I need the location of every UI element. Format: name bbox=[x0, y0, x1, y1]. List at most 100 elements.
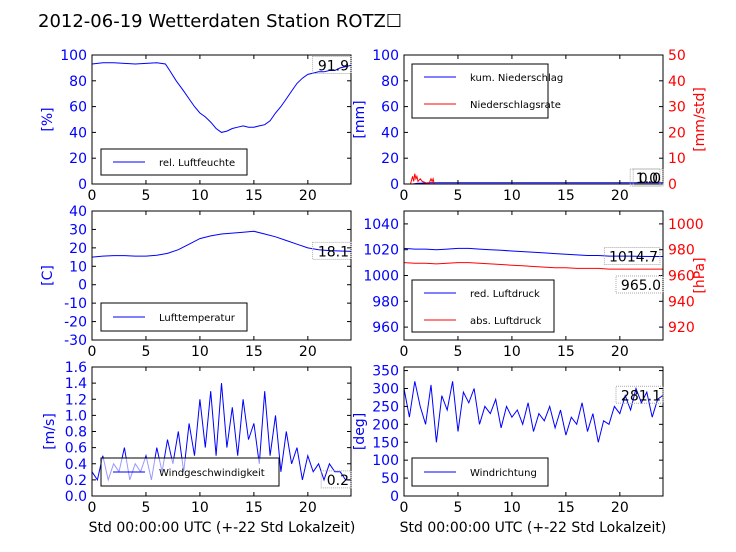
y-tick-label: 20 bbox=[69, 241, 87, 257]
y-axis-label: [C] bbox=[40, 265, 56, 286]
x-tick-label: 10 bbox=[503, 500, 521, 516]
last-value-label: 91.9 bbox=[318, 58, 349, 74]
last-value-label-box bbox=[629, 168, 661, 187]
x-tick-label: 15 bbox=[557, 344, 575, 360]
y-tick-label-right: 30 bbox=[668, 100, 686, 116]
x-tick-label: 20 bbox=[611, 500, 629, 516]
x-axis-label-left: Std 00:00:00 UTC (+-22 Std Lokalzeit) bbox=[89, 520, 356, 536]
y-tick-label: 100 bbox=[372, 453, 399, 469]
y-tick-label-right: 0 bbox=[668, 177, 677, 193]
y-tick-label: 300 bbox=[372, 382, 399, 398]
y-tick-label-right: 20 bbox=[668, 125, 686, 141]
legend-label: kum. Niederschlag bbox=[470, 73, 563, 84]
last-value-label: 1014.7 bbox=[609, 250, 658, 266]
y-tick-label: 100 bbox=[372, 48, 399, 64]
y-axis-label: [%] bbox=[40, 107, 56, 131]
last-value-label-box bbox=[320, 470, 352, 489]
y-tick-label: 20 bbox=[381, 151, 399, 167]
y-tick-label: -20 bbox=[64, 315, 87, 331]
last-value-label-right: 0.0 bbox=[639, 171, 661, 187]
y-tick-label: 1.4 bbox=[65, 376, 87, 392]
last-value-label: 18.1 bbox=[318, 244, 349, 260]
axes-frame bbox=[91, 54, 352, 185]
y-tick-label: 0.2 bbox=[65, 473, 87, 489]
y-tick-label: 200 bbox=[372, 417, 399, 433]
x-tick-label: 15 bbox=[557, 188, 575, 204]
x-tick-label: 0 bbox=[88, 188, 97, 204]
y-tick-label-right: 10 bbox=[668, 151, 686, 167]
last-value-label-box bbox=[603, 247, 661, 266]
y-tick-label: 0 bbox=[390, 489, 399, 505]
series-line-1 bbox=[404, 381, 663, 443]
last-value-label: 281.1 bbox=[621, 388, 661, 404]
y-tick-label: 150 bbox=[372, 435, 399, 451]
y-tick-label: 0.0 bbox=[65, 489, 87, 505]
x-tick-label: 10 bbox=[191, 344, 209, 360]
x-tick-label: 20 bbox=[611, 344, 629, 360]
y-tick-label-right: 1000 bbox=[668, 217, 704, 233]
y-tick-label: 1000 bbox=[363, 269, 399, 285]
y-tick-label: 1.2 bbox=[65, 392, 87, 408]
y-tick-label: 1020 bbox=[363, 243, 399, 259]
x-tick-label: 20 bbox=[299, 500, 317, 516]
y-tick-label: 60 bbox=[69, 100, 87, 116]
x-tick-label: 10 bbox=[503, 344, 521, 360]
series-line-1 bbox=[92, 230, 351, 258]
y-tick-label: 10 bbox=[69, 259, 87, 275]
y-tick-label: 80 bbox=[381, 74, 399, 90]
y-tick-label-right: 960 bbox=[668, 269, 695, 285]
figure-title: 2012-06-19 Wetterdaten Station ROTZ☐ bbox=[38, 11, 402, 32]
x-tick-label: 10 bbox=[191, 500, 209, 516]
y-tick-label: 1040 bbox=[363, 217, 399, 233]
x-tick-label: 0 bbox=[88, 500, 97, 516]
legend-box bbox=[411, 63, 549, 119]
x-tick-label: 5 bbox=[141, 500, 150, 516]
y-tick-label: -10 bbox=[64, 296, 87, 312]
x-tick-label: 10 bbox=[191, 188, 209, 204]
axes-frame bbox=[403, 366, 664, 497]
x-tick-label: 5 bbox=[453, 500, 462, 516]
axes-frame bbox=[403, 54, 664, 185]
last-value-label: 0.2 bbox=[327, 473, 349, 489]
x-tick-label: 5 bbox=[141, 344, 150, 360]
legend-label: Windrichtung bbox=[470, 468, 537, 479]
x-tick-label: 15 bbox=[245, 500, 263, 516]
x-tick-label: 15 bbox=[245, 344, 263, 360]
y-tick-label-right: 940 bbox=[668, 294, 695, 310]
x-tick-label: 20 bbox=[299, 344, 317, 360]
y-tick-label: 960 bbox=[372, 320, 399, 336]
y-axis-label: [m/s] bbox=[42, 413, 58, 450]
chart-panel-2: 0 5 10 15 20 0 20 40 60 80 100 0 10 20 30 40 50 [mm] [mm/s… bbox=[352, 48, 708, 204]
series-line-2 bbox=[404, 262, 663, 270]
y-tick-label-right: 920 bbox=[668, 320, 695, 336]
chart-panel-1: 0 5 10 15 20 0 20 40 60 80 100 [%] 91.9 rel. Luftfeuc… bbox=[40, 48, 352, 204]
chart-panel-3: 0 5 10 15 20 -30 -20 -10 0 10 20 30 40 [C] 18.1 Lufttem… bbox=[40, 204, 352, 360]
x-tick-label: 5 bbox=[453, 344, 462, 360]
x-tick-label: 20 bbox=[611, 188, 629, 204]
y-tick-label: 1.0 bbox=[65, 408, 87, 424]
y-tick-label: 50 bbox=[381, 471, 399, 487]
last-value-label-right: 965.0 bbox=[621, 278, 661, 294]
y-axis-label: [mm] bbox=[352, 100, 368, 138]
chart-panel-4: 0 5 10 15 20 960 980 1000 1020 1040 920 940 960 980 10… bbox=[363, 210, 708, 360]
x-tick-label: 5 bbox=[453, 188, 462, 204]
y-tick-label: 980 bbox=[372, 294, 399, 310]
legend-label: Niederschlagsrate bbox=[470, 100, 561, 111]
y-tick-label: 0.6 bbox=[65, 441, 87, 457]
legend-box bbox=[411, 279, 555, 333]
y-axis-label-right: [hPa] bbox=[692, 257, 708, 293]
x-tick-label: 5 bbox=[141, 188, 150, 204]
y-tick-label: 30 bbox=[69, 222, 87, 238]
last-value-label-box bbox=[312, 55, 352, 74]
legend-label: abs. Luftdruck bbox=[470, 316, 541, 327]
x-tick-label: 0 bbox=[400, 500, 409, 516]
last-value-label-box bbox=[312, 241, 352, 260]
y-tick-label: 40 bbox=[381, 125, 399, 141]
y-axis-label: [deg] bbox=[352, 413, 368, 450]
y-tick-label: 40 bbox=[69, 125, 87, 141]
chart-panel-5: 0 5 10 15 200.00.20.40.60.81.01.21.41.6[m/s]… bbox=[42, 360, 352, 516]
x-tick-label: 15 bbox=[245, 188, 263, 204]
y-tick-label-right: 40 bbox=[668, 74, 686, 90]
y-tick-label: 0 bbox=[390, 177, 399, 193]
